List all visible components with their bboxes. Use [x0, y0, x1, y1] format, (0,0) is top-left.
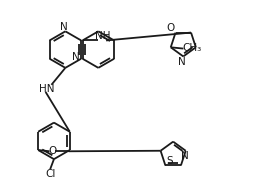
Text: CH₃: CH₃ [181, 43, 200, 53]
Text: N: N [178, 57, 185, 67]
Text: N: N [181, 151, 188, 161]
Text: N: N [71, 52, 79, 63]
Text: O: O [48, 146, 56, 156]
Text: Cl: Cl [45, 169, 55, 179]
Text: O: O [166, 23, 174, 32]
Text: N: N [60, 22, 68, 32]
Text: HN: HN [38, 84, 54, 94]
Text: S: S [166, 156, 173, 166]
Text: NH: NH [95, 31, 110, 41]
